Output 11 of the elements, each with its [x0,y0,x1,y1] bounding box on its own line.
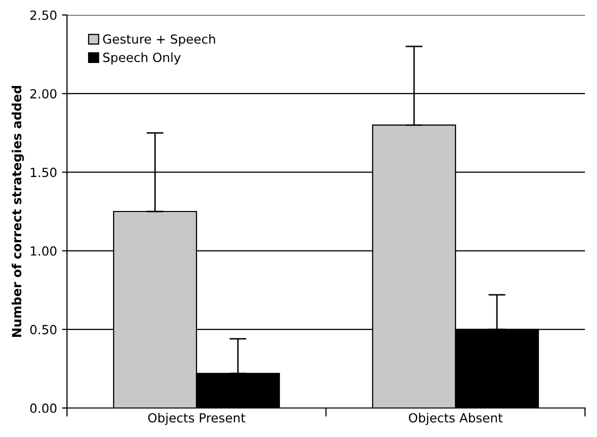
y-tick-label: 0.50 [30,324,56,334]
y-tick-label: 2.50 [30,10,56,20]
x-tick-label: Objects Present [148,412,246,425]
y-tick-label: 2.00 [30,89,56,99]
legend-label: Gesture + Speech [103,34,216,46]
x-tick-label: Objects Absent [408,412,503,425]
legend-label: Speech Only [103,52,181,65]
y-tick-label: 1.00 [30,246,56,256]
y-tick-label: 0.00 [30,403,56,413]
y-axis-title: Number of correct strategies added [12,86,24,337]
y-tick-label: 1.50 [30,168,56,178]
